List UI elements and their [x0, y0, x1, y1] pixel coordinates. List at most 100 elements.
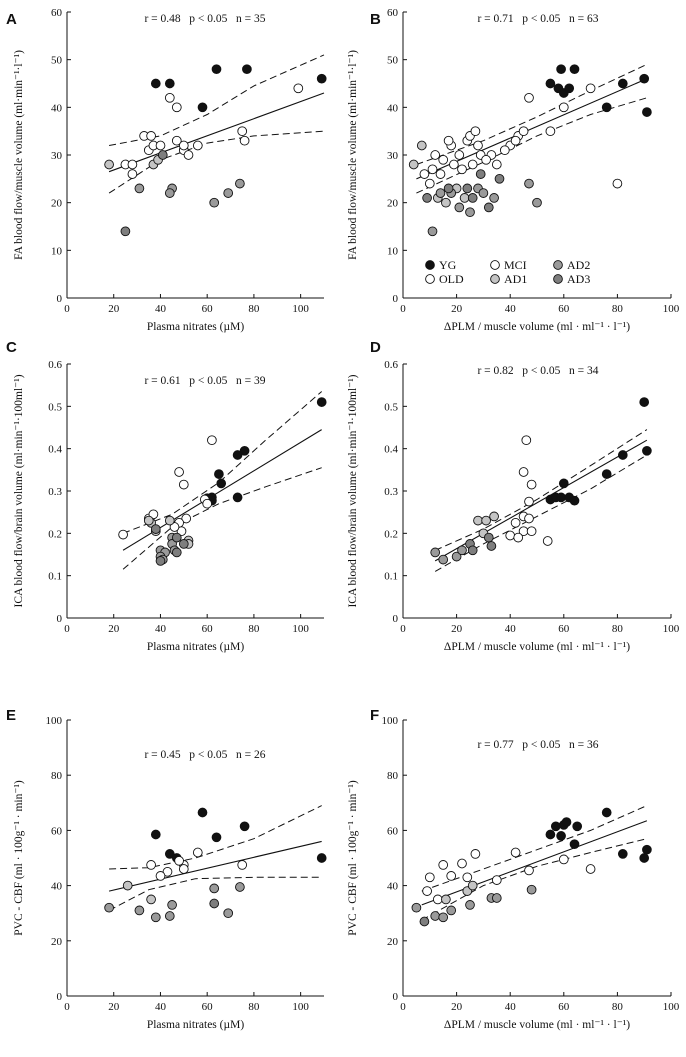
- data-point-ad2: [427, 226, 438, 237]
- x-tick-label: 40: [505, 1001, 517, 1013]
- data-point-yg: [545, 78, 556, 89]
- data-point-yg: [545, 829, 556, 840]
- panel-label: E: [6, 707, 16, 724]
- data-point-old: [491, 159, 502, 170]
- data-point-old: [446, 871, 457, 881]
- y-axis-label: ICA blood flow/brain volume (ml·min⁻¹·10…: [347, 374, 359, 607]
- data-point-yg: [601, 469, 612, 479]
- data-point-old: [612, 178, 623, 189]
- data-point-ad1: [467, 880, 478, 891]
- data-point-ad2: [209, 883, 220, 894]
- x-tick-label: 100: [663, 303, 680, 315]
- data-point-yg: [550, 821, 561, 832]
- data-point-ad1: [104, 159, 114, 170]
- data-point-old: [176, 526, 187, 537]
- y-tick-label: 0.1: [384, 571, 398, 583]
- regression-line: [421, 820, 648, 906]
- data-point-old: [438, 154, 449, 165]
- data-point-yg: [239, 821, 250, 832]
- stats-annotation: r = 0.82 p < 0.05 n = 34: [477, 365, 598, 377]
- data-point-mci: [443, 135, 454, 146]
- data-point-yg: [232, 450, 243, 460]
- y-tick-label: 0.5: [48, 401, 62, 413]
- data-point-old: [164, 92, 175, 103]
- data-point-old: [585, 83, 596, 94]
- data-point-old: [524, 513, 534, 524]
- y-tick-label: 40: [387, 881, 399, 893]
- legend-marker-old: [425, 274, 435, 284]
- data-point-old: [518, 467, 529, 477]
- data-point-ad2: [134, 905, 145, 916]
- y-tick-label: 80: [387, 770, 399, 782]
- ci-upper-line: [122, 391, 323, 534]
- data-point-ad3: [494, 173, 505, 184]
- x-tick-label: 20: [451, 623, 463, 635]
- x-tick-label: 80: [612, 623, 624, 635]
- y-tick-label: 0.4: [384, 444, 398, 456]
- data-point-old: [174, 467, 184, 477]
- y-tick-label: 10: [387, 245, 399, 257]
- x-axis-label: ΔPLM / muscle volume (ml · ml⁻¹ · l⁻¹): [444, 1019, 630, 1031]
- data-point-yg: [639, 397, 650, 407]
- x-tick-label: 0: [400, 623, 406, 635]
- y-tick-label: 0: [393, 991, 399, 1003]
- data-point-yg: [642, 107, 652, 117]
- y-tick-label: 20: [51, 198, 63, 210]
- data-point-old: [524, 92, 534, 103]
- data-point-old: [513, 532, 524, 543]
- stats-annotation: r = 0.61 p < 0.05 n = 39: [144, 375, 265, 387]
- data-point-yg: [316, 853, 327, 863]
- x-tick-label: 100: [292, 623, 309, 635]
- data-point-yg: [316, 73, 327, 84]
- data-point-yg: [242, 64, 252, 75]
- data-point-old: [524, 496, 534, 507]
- data-point-ad2: [446, 905, 457, 916]
- data-point-yg: [211, 64, 222, 75]
- regression-line: [108, 840, 322, 892]
- y-tick-label: 50: [387, 55, 399, 67]
- data-point-ad3: [467, 545, 478, 556]
- data-point-ad2: [430, 911, 441, 921]
- panel-label: F: [370, 707, 379, 724]
- x-axis-label: Plasma nitrates (µM): [147, 641, 244, 653]
- x-tick-label: 0: [400, 1001, 406, 1013]
- data-point-old: [293, 83, 304, 94]
- data-point-old: [171, 135, 182, 146]
- data-point-old: [545, 126, 556, 137]
- panel-a: 0 20 40 60 80 100 0 10 20 30 40 50 60 A r = 0.48 p < 0…: [6, 7, 327, 333]
- data-point-ad1: [489, 511, 499, 522]
- data-point-old: [427, 164, 438, 175]
- data-point-ad1: [122, 880, 133, 891]
- data-point-yg: [214, 469, 224, 479]
- data-point-ad2: [223, 188, 234, 198]
- data-point-mci: [481, 154, 491, 165]
- data-point-ad3: [483, 202, 494, 213]
- data-point-old: [183, 150, 194, 160]
- panel-label: C: [6, 339, 17, 356]
- data-point-old: [181, 513, 192, 524]
- data-point-ad2: [150, 912, 161, 923]
- data-point-ad2: [223, 908, 234, 919]
- data-point-ad2: [478, 188, 489, 198]
- data-point-old: [192, 847, 203, 858]
- ci-lower-line: [108, 130, 325, 194]
- data-point-old: [457, 858, 467, 869]
- data-point-ad2: [167, 900, 177, 910]
- ci-upper-line: [434, 429, 648, 551]
- data-point-ad1: [408, 159, 419, 170]
- data-point-ad2: [104, 902, 114, 913]
- data-point-old: [178, 479, 189, 490]
- y-axis-label: PVC - CBF (ml · 100g⁻¹ · min⁻¹): [13, 780, 25, 936]
- data-point-yg: [150, 78, 161, 89]
- y-tick-label: 0.6: [384, 359, 398, 371]
- y-tick-label: 0.5: [384, 401, 398, 413]
- panel-label: D: [370, 339, 381, 356]
- data-point-ad3: [171, 532, 182, 543]
- y-tick-label: 60: [51, 825, 63, 837]
- data-point-ad1: [441, 197, 451, 208]
- data-point-ad1: [481, 515, 491, 526]
- x-tick-label: 100: [663, 623, 680, 635]
- y-tick-label: 20: [387, 198, 399, 210]
- data-point-ad2: [524, 178, 534, 189]
